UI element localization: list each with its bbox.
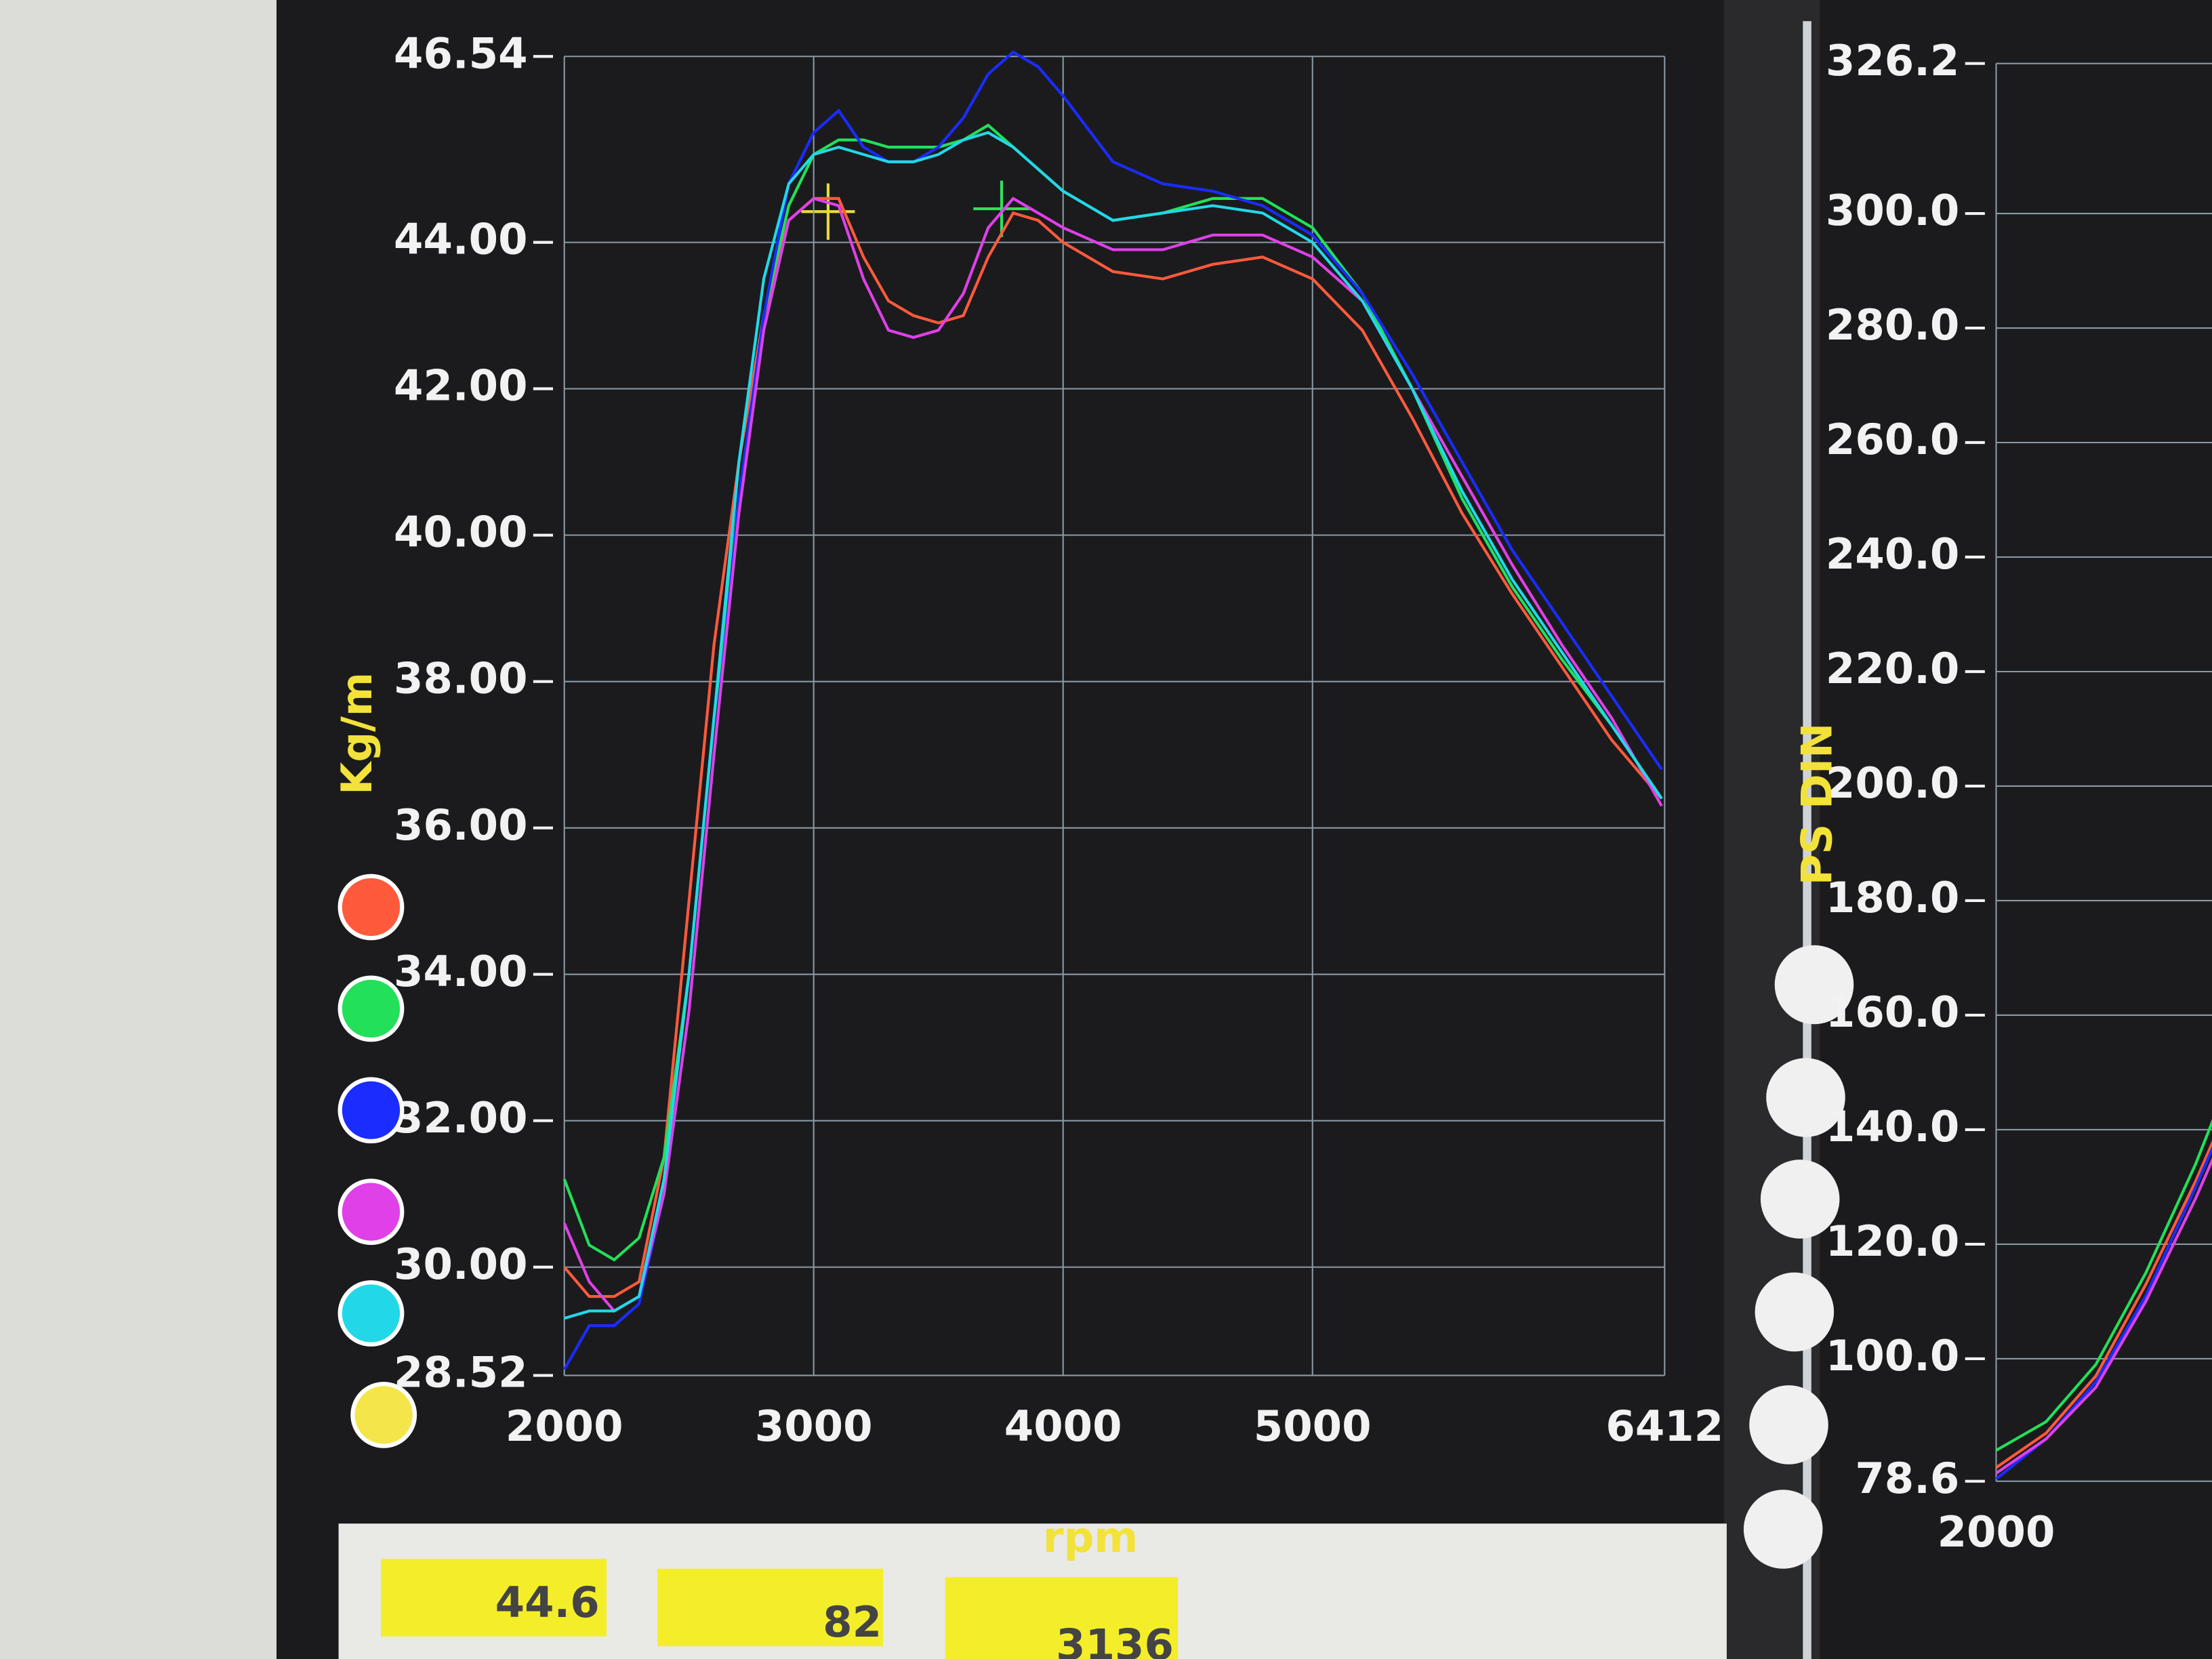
x-tick-label: 4000 [1004,1401,1122,1451]
y-axis-label: Kg/m [332,672,382,795]
y-tick-label: 46.54 [394,28,528,78]
plot [562,50,1666,1376]
y-tick-label: 160.0 [1826,987,1960,1037]
y-tick-label: 78.6 [1855,1454,1959,1503]
y-tick-label: 36.00 [394,800,528,850]
legend-swatch [1760,1160,1840,1239]
series-line [563,197,1663,1298]
legend-swatch [337,1077,405,1144]
y-tick-label: 120.0 [1826,1216,1960,1266]
y-tick-label: 240.0 [1826,529,1960,579]
y-tick-label: 34.00 [394,947,528,996]
readout: 44.6 [495,1578,600,1627]
readout-box [945,1577,1179,1659]
x-tick-label: 2000 [506,1401,623,1451]
x-tick-label: 5000 [1254,1401,1372,1451]
y-tick-label: 100.0 [1826,1331,1960,1380]
y-tick-label: 220.0 [1826,644,1960,693]
y-axis-label: PS DIN [1792,723,1841,886]
y-tick-label: 326.2 [1826,36,1960,85]
legend-swatch [1774,945,1854,1025]
readout: 3136 [1056,1620,1174,1659]
y-tick-label: 260.0 [1826,415,1960,464]
series-line [1995,1140,2212,1469]
y-tick-label: 30.00 [394,1240,528,1289]
readout: 82 [823,1597,882,1647]
x-axis-label: rpm [1043,1513,1139,1562]
plot [1995,62,2212,1482]
y-tick-label: 140.0 [1826,1102,1960,1151]
y-tick-label: 28.52 [394,1348,528,1397]
legend-swatch [337,874,405,941]
x-tick-label: 6412 [1605,1401,1723,1451]
y-tick-label: 32.00 [394,1093,528,1143]
legend-swatch [350,1381,417,1448]
legend-swatch [1743,1490,1823,1569]
x-tick-label: 3000 [755,1401,873,1451]
panel-border [1803,21,1811,1659]
series-line [564,131,1663,1320]
legend-swatch [337,1179,405,1246]
x-tick-label: 2000 [1938,1507,2055,1557]
legend-swatch [1749,1385,1828,1465]
y-tick-label: 280.0 [1826,300,1960,350]
readout-box [657,1568,884,1647]
y-tick-label: 200.0 [1826,758,1960,808]
y-tick-label: 40.00 [394,508,528,557]
legend-swatch [1766,1058,1845,1137]
y-tick-label: 180.0 [1826,873,1960,922]
series-line [1995,1119,2212,1452]
legend-swatch [337,975,405,1042]
readout-box [381,1559,607,1637]
series-line [1995,1157,2212,1475]
legend-swatch [337,1280,405,1347]
right-legend [1743,945,1854,1569]
y-tick-label: 300.0 [1826,186,1960,235]
cursors [801,180,1030,240]
y-tick-label: 38.00 [394,654,528,703]
y-tick-label: 44.00 [394,215,528,264]
y-tick-label: 42.00 [394,361,528,411]
legend-swatch [1755,1272,1835,1352]
screen [276,0,2212,1659]
